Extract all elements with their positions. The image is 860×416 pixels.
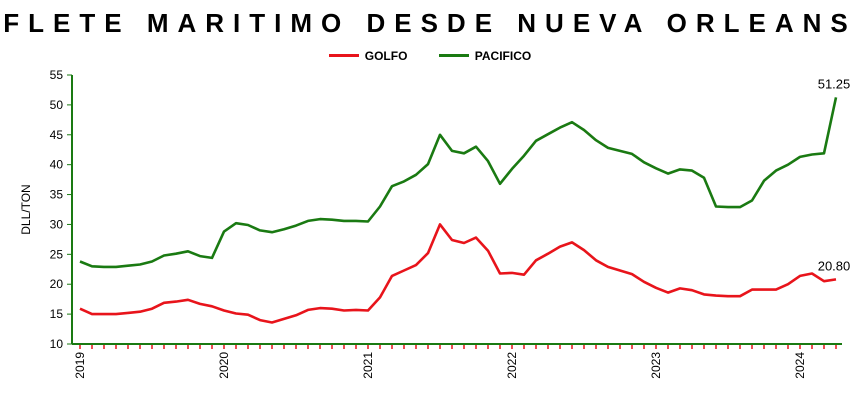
y-tick-label: 50 [50,98,64,112]
y-axis-title: DLL/TON [19,184,33,234]
series-line-golfo [79,223,837,324]
legend: GOLFO PACIFICO [0,46,860,63]
chart-title: FLETE MARITIMO DESDE NUEVA ORLEANS [3,8,857,38]
legend-label-pacifico: PACIFICO [474,48,532,63]
legend-swatch-golfo [328,54,359,57]
y-tick-label: 30 [50,217,64,231]
legend-item-golfo: GOLFO [328,48,408,63]
y-tick-label: 10 [50,337,64,351]
y-tick-label: 35 [50,188,64,202]
legend-item-pacifico: PACIFICO [438,48,532,63]
x-tick-label: 2022 [505,352,519,379]
y-tick-label: 25 [50,247,64,261]
y-tick-label: 40 [50,158,64,172]
x-tick-label: 2021 [361,352,375,379]
y-tick-label: 20 [50,277,64,291]
series-line-pacifico [79,97,838,269]
y-tick-label: 15 [50,307,64,321]
data-label-pacifico: 51.25 [818,76,851,91]
x-tick-label: 2019 [73,352,87,379]
x-tick-label: 2023 [649,352,663,379]
y-tick-label: 55 [50,68,64,82]
legend-label-golfo: GOLFO [364,48,408,63]
y-tick-label: 45 [50,128,64,142]
data-label-golfo: 20.80 [818,258,851,273]
legend-swatch-pacifico [438,54,469,57]
x-tick-label: 2020 [217,352,231,379]
x-tick-label: 2024 [793,352,807,379]
